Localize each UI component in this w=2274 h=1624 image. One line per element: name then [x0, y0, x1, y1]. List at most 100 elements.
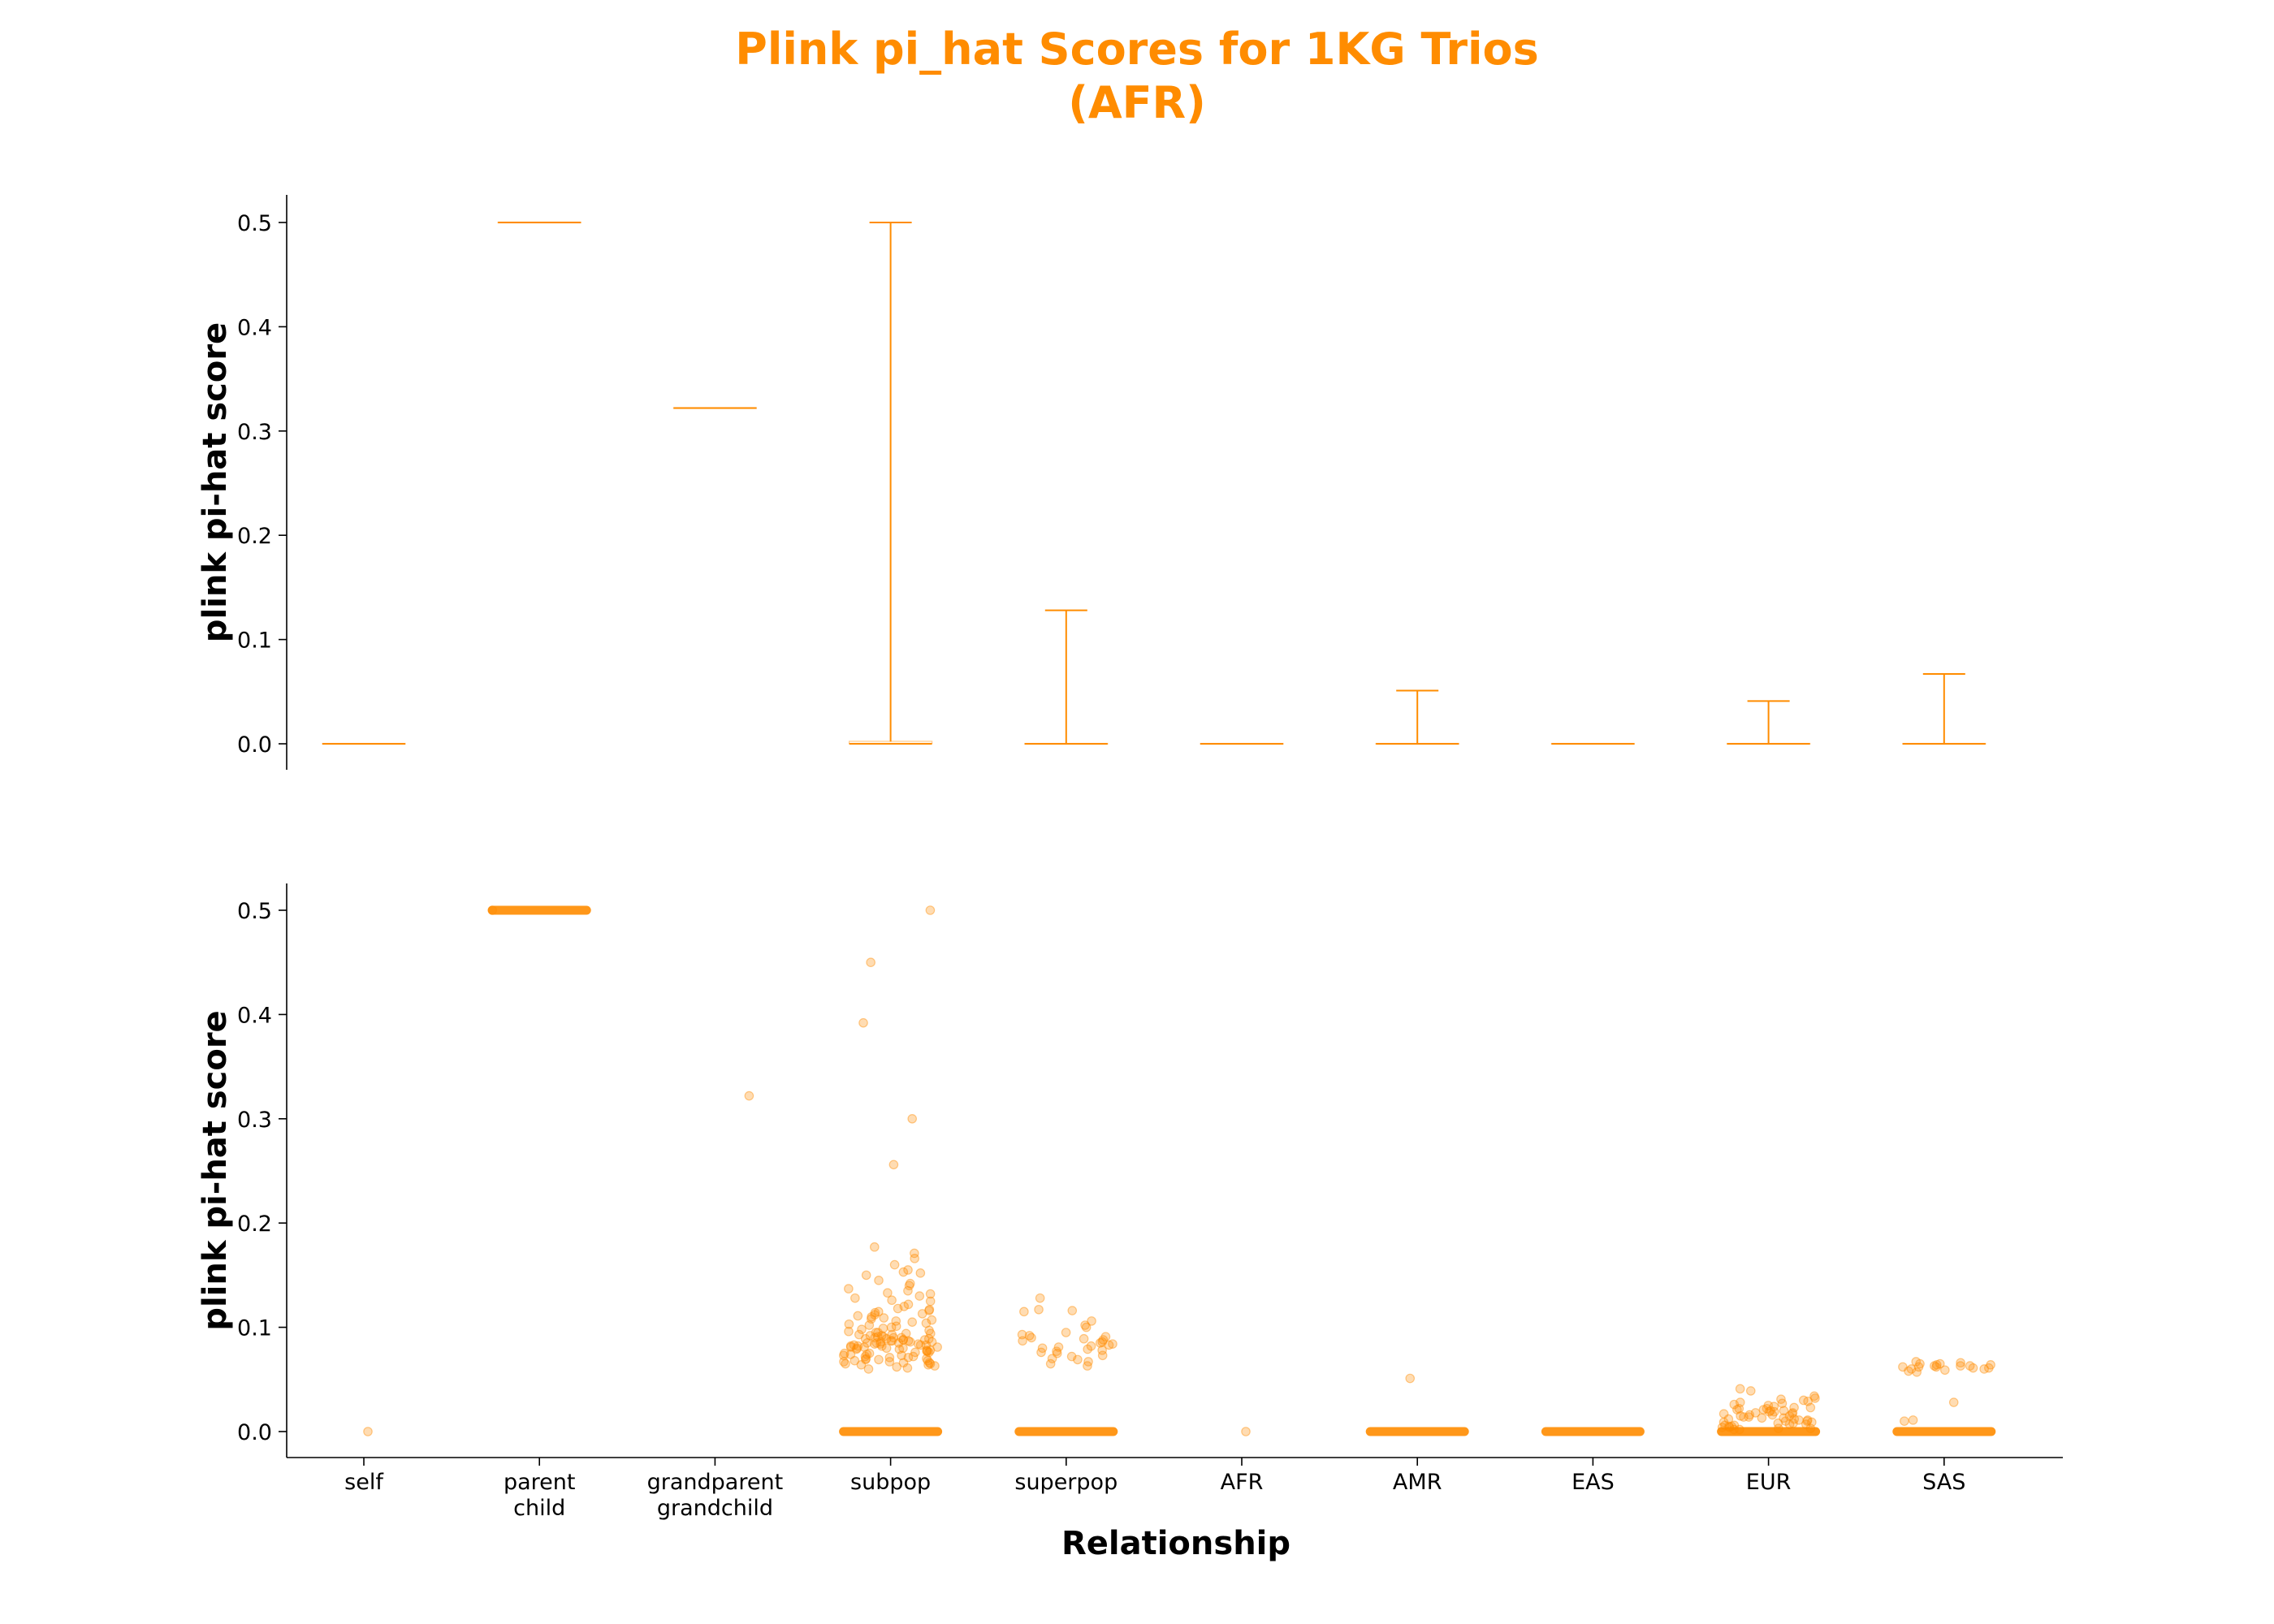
data-point	[924, 1325, 934, 1336]
data-point	[871, 1328, 881, 1337]
data-point	[1940, 1365, 1950, 1376]
box-EAS	[1550, 742, 1636, 745]
data-point	[864, 1320, 875, 1330]
data-point	[1798, 1395, 1809, 1406]
data-point	[1724, 1423, 1735, 1432]
data-point	[926, 1328, 936, 1339]
data-point	[1744, 1412, 1754, 1422]
y-tick-label: 0.2	[237, 524, 272, 549]
data-point	[845, 1341, 856, 1351]
data-point	[1037, 1343, 1048, 1354]
data-point	[1052, 1348, 1062, 1358]
box-EUR	[1727, 700, 1811, 745]
data-point	[1904, 1366, 1913, 1376]
y-tick-label: 0.1	[237, 628, 272, 654]
data-point	[897, 1332, 906, 1343]
x-tick-label: AMR	[1393, 1470, 1442, 1495]
data-point	[898, 1343, 908, 1354]
data-point	[1019, 1307, 1029, 1317]
data-point	[1908, 1415, 1918, 1425]
x-tick-label: SAS	[1922, 1470, 1965, 1495]
data-point	[1717, 1423, 1727, 1432]
data-point	[927, 1337, 937, 1347]
y-tick-label: 0.5	[237, 899, 272, 924]
box-AFR	[1200, 742, 1284, 745]
data-point	[1773, 1423, 1783, 1433]
data-point	[862, 1338, 872, 1348]
x-tick-label: self	[344, 1470, 384, 1495]
data-point	[1735, 1424, 1744, 1435]
data-point	[845, 1350, 856, 1359]
y-axis-title: plink pi-hat score	[197, 322, 234, 642]
data-point	[1789, 1414, 1800, 1424]
data-point	[860, 1351, 871, 1362]
data-point	[744, 1091, 754, 1101]
data-point	[1241, 1427, 1251, 1436]
data-point	[907, 1114, 918, 1124]
data-point	[852, 1343, 862, 1354]
data-point	[1779, 1413, 1788, 1423]
data-point	[1734, 1403, 1744, 1414]
strip-plot-panel: 0.0 0.1 0.2 0.3 0.4 0.5 plink pi-hat score self…	[197, 883, 2063, 1521]
data-point	[888, 1160, 899, 1170]
data-point	[858, 1017, 868, 1028]
box-self	[322, 742, 406, 745]
data-point	[860, 1333, 871, 1344]
data-point	[873, 1332, 883, 1341]
data-point	[1739, 1412, 1749, 1422]
data-point	[1723, 1414, 1734, 1424]
box-plot-panel: 0.0 0.1 0.2 0.3 0.4 0.5 plink pi-hat score	[197, 195, 1987, 770]
data-point	[840, 1348, 850, 1358]
data-point	[1803, 1396, 1813, 1406]
data-point	[1762, 1403, 1772, 1414]
data-point	[1720, 1420, 1730, 1431]
data-point	[1732, 1405, 1742, 1415]
data-point	[884, 1353, 895, 1363]
data-point	[913, 1339, 923, 1349]
data-point	[870, 1339, 880, 1349]
data-point	[857, 1324, 867, 1334]
data-point	[870, 1310, 880, 1320]
data-point	[903, 1265, 913, 1275]
x-tick-label: AFR	[1221, 1470, 1264, 1495]
data-point	[853, 1311, 863, 1321]
data-point	[859, 1342, 869, 1352]
data-point	[1081, 1322, 1092, 1332]
data-point	[884, 1357, 895, 1367]
data-point	[886, 1322, 897, 1332]
data-point	[867, 1311, 876, 1322]
data-point	[1911, 1357, 1922, 1367]
data-point	[910, 1347, 920, 1358]
data-point	[924, 1304, 935, 1315]
data-point	[1773, 1418, 1783, 1428]
data-point	[915, 1268, 926, 1278]
data-point	[1802, 1415, 1813, 1425]
data-point	[898, 1358, 909, 1368]
data-point	[1052, 1346, 1061, 1356]
data-point	[898, 1335, 908, 1345]
data-point	[904, 1281, 914, 1291]
data-point	[878, 1324, 888, 1333]
data-point	[1788, 1418, 1798, 1428]
data-point	[905, 1337, 915, 1347]
data-point	[1729, 1399, 1740, 1410]
data-point	[922, 1354, 932, 1363]
data-point	[845, 1342, 856, 1352]
strip-parent-child	[487, 905, 591, 915]
data-point	[1735, 1384, 1745, 1394]
data-point	[1100, 1332, 1111, 1341]
data-point	[1053, 1342, 1064, 1352]
data-point	[838, 1350, 849, 1361]
data-point	[1018, 1336, 1027, 1346]
data-point	[903, 1336, 914, 1346]
strip-grandparent-grandchild	[744, 1091, 754, 1101]
x-tick-label: grandparent	[647, 1470, 784, 1495]
x-tick-label: subpop	[850, 1470, 931, 1495]
data-point	[914, 1291, 925, 1301]
data-point	[864, 1348, 875, 1358]
data-point	[908, 1351, 919, 1362]
data-point	[1805, 1402, 1816, 1413]
data-point	[1724, 1421, 1734, 1432]
data-point	[898, 1335, 909, 1345]
y-tick-label: 0.4	[237, 1003, 272, 1028]
